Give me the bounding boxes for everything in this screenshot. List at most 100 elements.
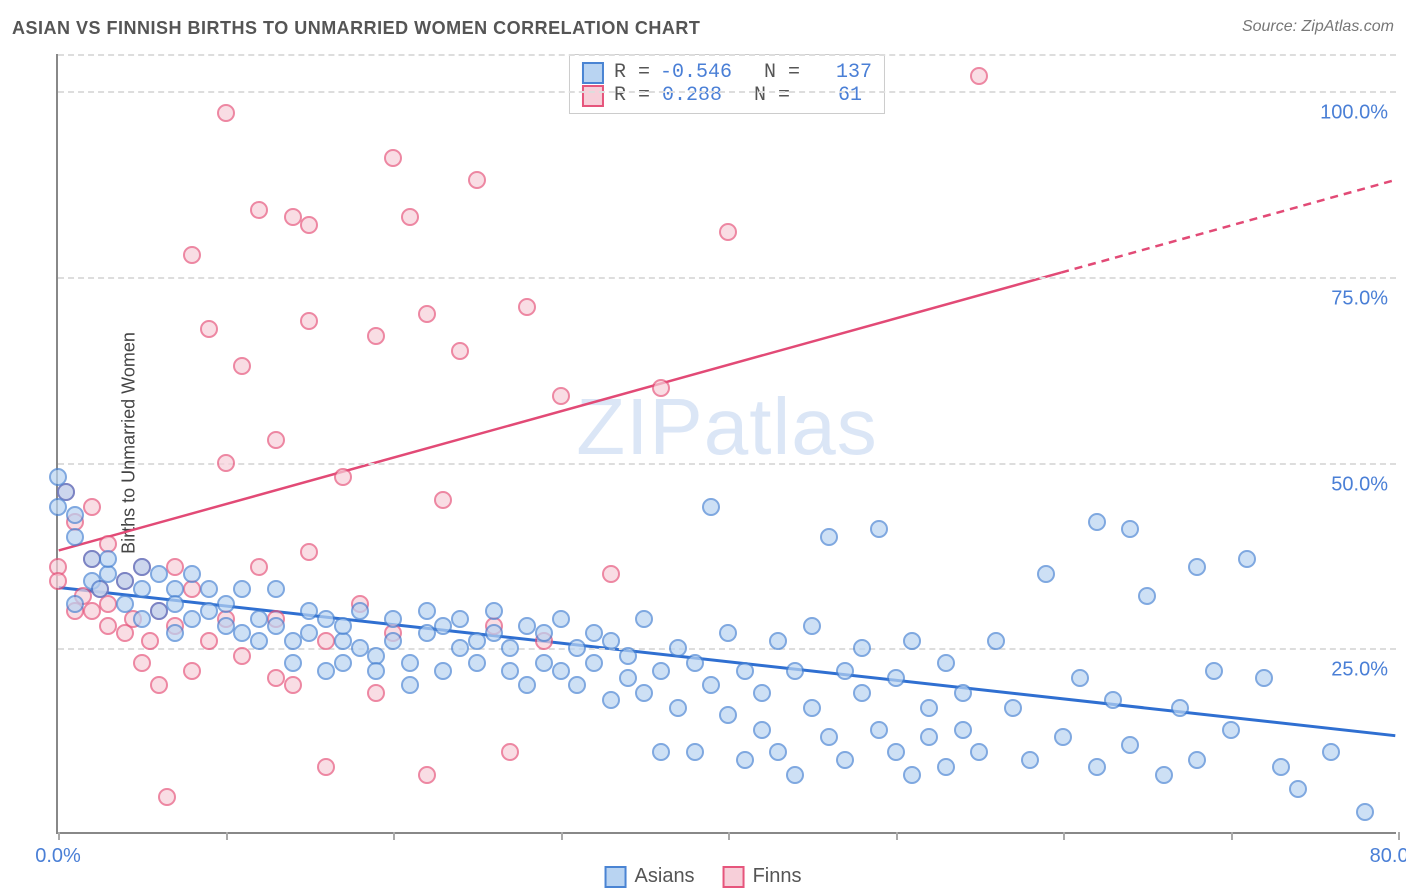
data-point-asians <box>1121 736 1139 754</box>
y-tick-label: 75.0% <box>1331 287 1388 310</box>
x-tick <box>1231 832 1233 840</box>
gridline-y <box>58 91 1396 93</box>
data-point-asians <box>250 610 268 628</box>
data-point-finns <box>300 216 318 234</box>
data-point-asians <box>217 617 235 635</box>
data-point-asians <box>719 706 737 724</box>
data-point-asians <box>1104 691 1122 709</box>
data-point-asians <box>635 610 653 628</box>
data-point-asians <box>116 595 134 613</box>
data-point-finns <box>200 632 218 650</box>
data-point-asians <box>334 617 352 635</box>
x-tick <box>226 832 228 840</box>
data-point-finns <box>267 669 285 687</box>
data-point-finns <box>133 654 151 672</box>
data-point-asians <box>367 662 385 680</box>
data-point-asians <box>669 699 687 717</box>
data-point-finns <box>602 565 620 583</box>
data-point-finns <box>451 342 469 360</box>
x-tick <box>1398 832 1400 840</box>
data-point-finns <box>83 498 101 516</box>
x-tick <box>896 832 898 840</box>
data-point-asians <box>602 691 620 709</box>
data-point-asians <box>870 721 888 739</box>
data-point-asians <box>920 728 938 746</box>
data-point-finns <box>367 684 385 702</box>
data-point-asians <box>418 602 436 620</box>
data-point-asians <box>401 676 419 694</box>
data-point-finns <box>418 305 436 323</box>
data-point-asians <box>401 654 419 672</box>
gridline-y <box>58 277 1396 279</box>
legend-swatch <box>582 62 604 84</box>
chart-title: ASIAN VS FINNISH BIRTHS TO UNMARRIED WOM… <box>12 18 700 39</box>
data-point-finns <box>233 647 251 665</box>
data-point-asians <box>217 595 235 613</box>
data-point-asians <box>719 624 737 642</box>
gridline-y <box>58 54 1396 56</box>
data-point-finns <box>183 662 201 680</box>
data-point-asians <box>954 721 972 739</box>
data-point-asians <box>552 610 570 628</box>
data-point-asians <box>1238 550 1256 568</box>
legend-stats-box: R =-0.546N =137R =0.288N =61 <box>569 54 885 114</box>
data-point-asians <box>183 610 201 628</box>
data-point-asians <box>200 602 218 620</box>
data-point-asians <box>686 654 704 672</box>
source-name: ZipAtlas.com <box>1302 18 1394 35</box>
data-point-asians <box>99 550 117 568</box>
bottom-legend: AsiansFinns <box>605 865 802 888</box>
data-point-asians <box>803 617 821 635</box>
data-point-asians <box>284 632 302 650</box>
data-point-asians <box>619 647 637 665</box>
r-label: R = <box>614 84 650 107</box>
data-point-asians <box>786 662 804 680</box>
data-point-asians <box>635 684 653 702</box>
n-label: N = <box>764 61 800 84</box>
data-point-finns <box>317 758 335 776</box>
data-point-asians <box>803 699 821 717</box>
x-tick <box>58 832 60 840</box>
data-point-asians <box>686 743 704 761</box>
gridline-y <box>58 463 1396 465</box>
n-value: 137 <box>810 61 872 84</box>
data-point-asians <box>384 632 402 650</box>
data-point-asians <box>1289 780 1307 798</box>
data-point-asians <box>284 654 302 672</box>
data-point-asians <box>451 610 469 628</box>
data-point-finns <box>384 149 402 167</box>
data-point-finns <box>166 558 184 576</box>
data-point-asians <box>351 602 369 620</box>
data-point-asians <box>485 624 503 642</box>
data-point-asians <box>702 676 720 694</box>
data-point-asians <box>133 580 151 598</box>
y-axis-title: Births to Unmarried Women <box>118 332 139 554</box>
data-point-asians <box>418 624 436 642</box>
data-point-asians <box>150 602 168 620</box>
data-point-asians <box>769 632 787 650</box>
data-point-finns <box>284 208 302 226</box>
data-point-asians <box>602 632 620 650</box>
data-point-finns <box>250 558 268 576</box>
data-point-asians <box>903 766 921 784</box>
data-point-asians <box>870 520 888 538</box>
data-point-asians <box>300 624 318 642</box>
data-point-asians <box>317 610 335 628</box>
data-point-asians <box>1155 766 1173 784</box>
data-point-asians <box>903 632 921 650</box>
data-point-asians <box>836 751 854 769</box>
data-point-asians <box>133 558 151 576</box>
data-point-asians <box>1205 662 1223 680</box>
data-point-asians <box>485 602 503 620</box>
data-point-asians <box>1188 751 1206 769</box>
data-point-asians <box>552 662 570 680</box>
data-point-asians <box>233 580 251 598</box>
x-tick <box>728 832 730 840</box>
x-tick <box>1063 832 1065 840</box>
data-point-asians <box>468 632 486 650</box>
data-point-asians <box>66 595 84 613</box>
data-point-asians <box>1088 513 1106 531</box>
data-point-asians <box>619 669 637 687</box>
legend-stats-row: R =0.288N =61 <box>582 84 872 107</box>
data-point-finns <box>233 357 251 375</box>
